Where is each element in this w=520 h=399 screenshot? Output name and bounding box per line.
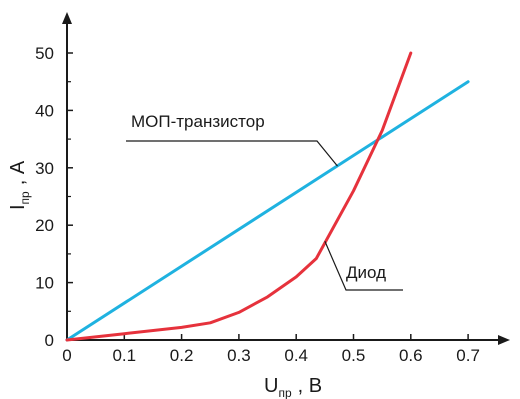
y-tick-label: 40 bbox=[35, 101, 54, 120]
series bbox=[65, 51, 470, 342]
x-tick-label: 0.6 bbox=[399, 346, 423, 365]
axes bbox=[62, 12, 510, 345]
y-tick-label: 50 bbox=[35, 44, 54, 63]
annotation-mosfet-leader bbox=[126, 140, 338, 167]
annotation-diode-label: Диод bbox=[346, 263, 386, 282]
x-tick-label: 0.3 bbox=[227, 346, 251, 365]
y-tick-label: 0 bbox=[45, 331, 54, 350]
x-axis-label: Uпр, В bbox=[264, 375, 322, 399]
x-tick-label: 0.4 bbox=[284, 346, 308, 365]
annotation-mosfet-label: МОП-транзистор bbox=[131, 112, 265, 131]
annotations: МОП-транзистор Диод bbox=[126, 112, 403, 291]
x-axis-arrow bbox=[498, 335, 510, 345]
series-line-mosfet bbox=[65, 80, 470, 342]
ticks: 0 0.1 0.2 0.3 0.4 0.5 0.6 0.7 0 10 20 30 40 50 bbox=[35, 44, 480, 365]
x-tick-label: 0.7 bbox=[456, 346, 480, 365]
series-line-diode bbox=[65, 51, 413, 342]
y-axis-arrow bbox=[62, 12, 72, 24]
x-tick-label: 0.1 bbox=[112, 346, 136, 365]
x-tick-label: 0.2 bbox=[170, 346, 194, 365]
y-axis-label: Iпр, А bbox=[7, 160, 32, 210]
x-tick-label: 0 bbox=[62, 346, 71, 365]
y-tick-label: 30 bbox=[35, 159, 54, 178]
y-tick-label: 10 bbox=[35, 274, 54, 293]
x-tick-label: 0.5 bbox=[342, 346, 366, 365]
y-tick-label: 20 bbox=[35, 216, 54, 235]
annotation-diode-leader bbox=[324, 241, 403, 291]
